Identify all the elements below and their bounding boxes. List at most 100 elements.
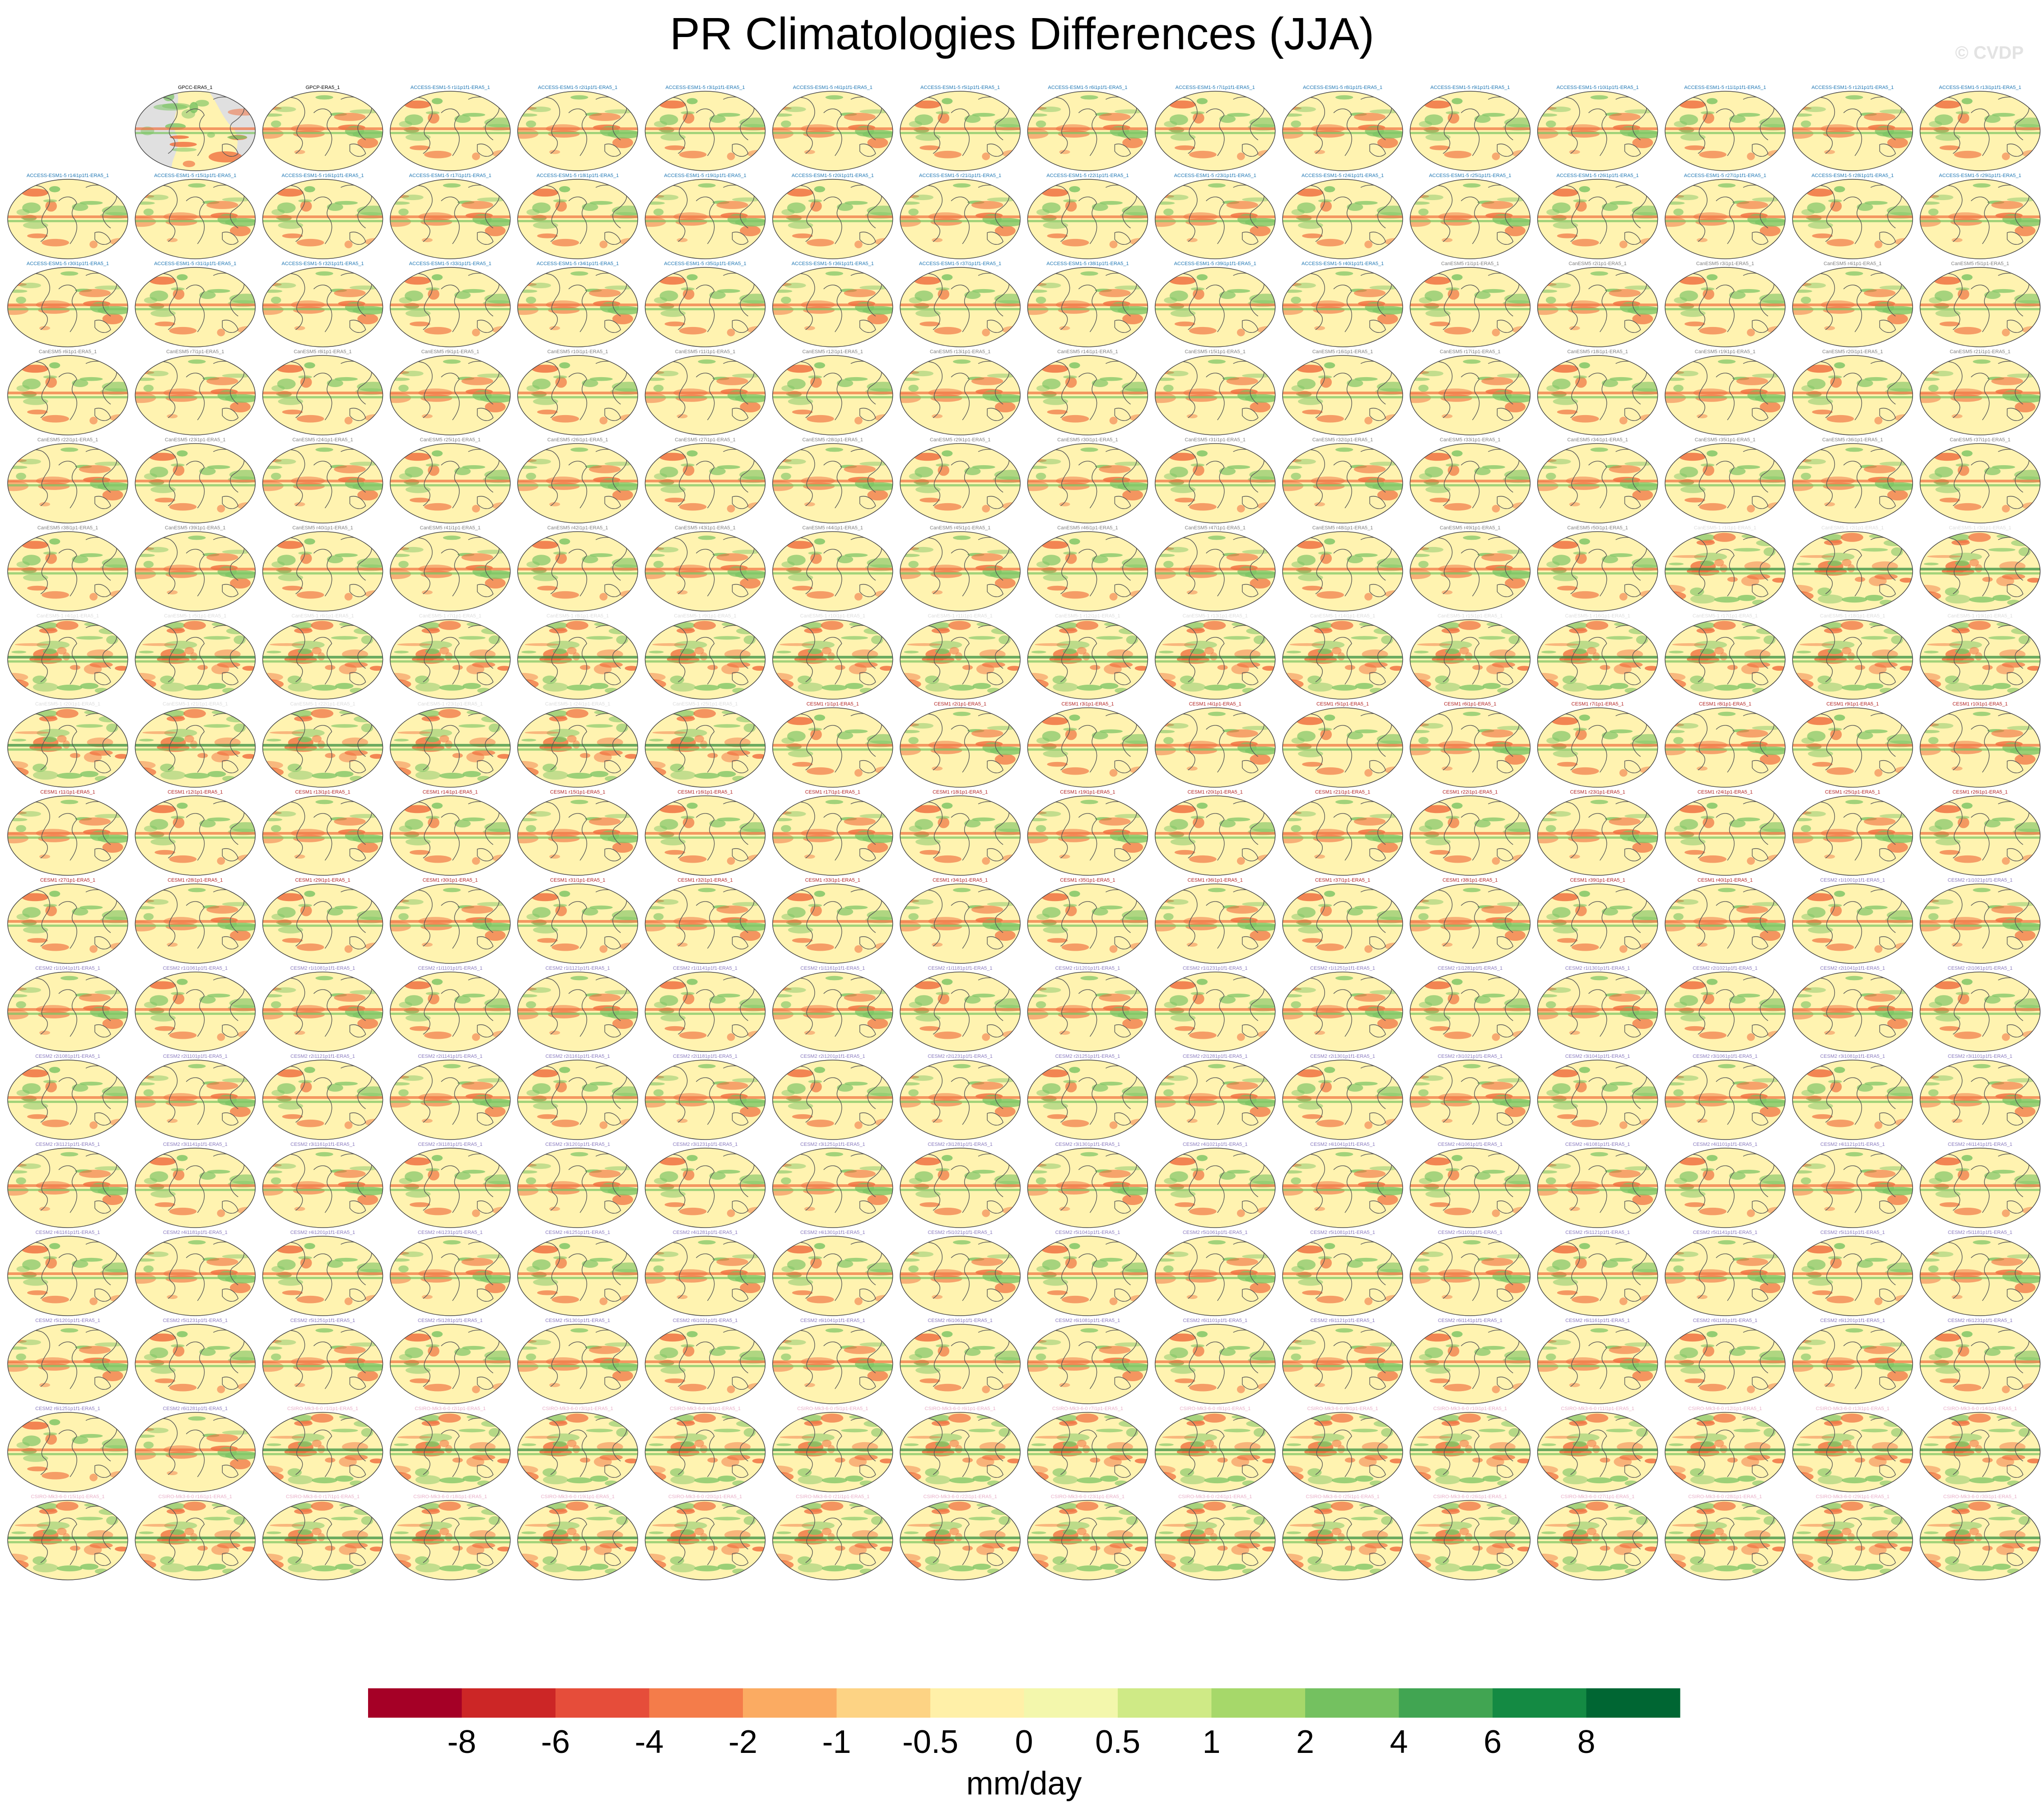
- panel-label: ACCESS-ESM1-5 r13i1p1f1-ERA5_1: [1939, 85, 2021, 90]
- colorbar-unit-label: mm/day: [966, 1766, 1082, 1802]
- map-panel: CESM2 r6i1121p1f1-ERA5_1: [1274, 1318, 1406, 1404]
- map-panel: CSIRO-Mk3-6-0 r12i1p1-ERA5_1: [1652, 1406, 1786, 1492]
- panel-label: CSIRO-Mk3-6-0 r30i1p1-ERA5_1: [1943, 1494, 2017, 1500]
- panel-label: CESM2 r6i1121p1f1-ERA5_1: [1311, 1318, 1375, 1323]
- map-panel: CanESM5 r20i1p1-ERA5_1: [1786, 349, 1920, 435]
- panel-label: CanESM5 r20i1p1-ERA5_1: [1822, 349, 1883, 355]
- panel-label: CanESM5 r40i1p1-ERA5_1: [292, 525, 353, 531]
- panel-label: CanESM5 r15i1p1-ERA5_1: [1185, 349, 1246, 355]
- panel-label: CESM1 r40i1p1-ERA5_1: [1698, 878, 1753, 883]
- map-panel: ACCESS-ESM1-5 r18i1p1f1-ERA5_1: [511, 173, 645, 259]
- panel-label: CESM2 r3i1041p1f1-ERA5_1: [1565, 1054, 1630, 1059]
- panel-label: CanESM5 r48i1p1-ERA5_1: [1312, 525, 1373, 531]
- map-panel: ACCESS-ESM1-5 r4i1p1f1-ERA5_1: [764, 85, 896, 171]
- panel-label: CESM1 r4i1p1-ERA5_1: [1189, 701, 1241, 707]
- map-panel: ACCESS-ESM1-5 r10i1p1f1-ERA5_1: [1529, 85, 1661, 171]
- map-panel: CanESM5 r36i1p1-ERA5_1: [1784, 437, 1917, 523]
- map-panel: ACCESS-ESM1-5 r9i1p1f1-ERA5_1: [1403, 85, 1537, 171]
- map-panel: CanESM5-1 r22i1p1-ERA5_1: [250, 701, 384, 787]
- map-panel: CESM2 r1i1251p1f1-ERA5_1: [1274, 966, 1406, 1051]
- map-panel: CanESM5-1 r17i1p1-ERA5_1: [1652, 613, 1786, 699]
- panel-label: CESM2 r3i1201p1f1-ERA5_1: [545, 1142, 610, 1147]
- map-panel: CESM2 r1i1181p1f1-ERA5_1: [893, 966, 1027, 1051]
- map-panel: CanESM5 r27i1p1-ERA5_1: [638, 437, 772, 523]
- panel-label: CSIRO-Mk3-6-0 r7i1p1-ERA5_1: [1052, 1406, 1123, 1411]
- map-panel: CanESM5 r46i1p1-ERA5_1: [1021, 525, 1155, 611]
- map-panel: CanESM5 r32i1p1-ERA5_1: [1274, 437, 1406, 523]
- panel-label: CESM2 r5i1161p1f1-ERA5_1: [1820, 1230, 1885, 1235]
- panel-label: CESM1 r15i1p1-ERA5_1: [550, 790, 605, 795]
- map-panel: CSIRO-Mk3-6-0 r18i1p1-ERA5_1: [377, 1494, 511, 1580]
- map-panel: CESM1 r10i1p1-ERA5_1: [1911, 701, 2044, 787]
- panel-label: CESM2 r5i1021p1f1-ERA5_1: [928, 1230, 993, 1235]
- panel-label: CanESM5 r33i1p1-ERA5_1: [1440, 437, 1501, 443]
- map-panel: CESM2 r4i1061p1f1-ERA5_1: [1403, 1142, 1537, 1228]
- map-panel: CanESM5-1 r2i1p1-ERA5_1: [1779, 525, 1913, 611]
- map-panel: CESM2 r1i1001p1f1-ERA5_1: [1786, 878, 1920, 963]
- map-panel: CESM2 r4i1161p1f1-ERA5_1: [1, 1230, 135, 1316]
- map-panel: CanESM5 r44i1p1-ERA5_1: [766, 525, 900, 611]
- panel-label: CESM2 r5i1101p1f1-ERA5_1: [1438, 1230, 1503, 1235]
- map-panel: CESM2 r2i1231p1f1-ERA5_1: [891, 1054, 1024, 1140]
- map-panel: CESM2 r6i1181p1f1-ERA5_1: [1658, 1318, 1792, 1404]
- panel-label: CSIRO-Mk3-6-0 r27i1p1-ERA5_1: [1561, 1494, 1634, 1500]
- map-panel: CSIRO-Mk3-6-0 r29i1p1-ERA5_1: [1779, 1494, 1913, 1580]
- map-panel: CESM2 r2i1181p1f1-ERA5_1: [636, 1054, 769, 1140]
- map-panel: CESM2 r1i1041p1f1-ERA5_1: [0, 966, 131, 1051]
- map-panel: CESM1 r11i1p1-ERA5_1: [0, 790, 131, 875]
- map-panel: CESM1 r16i1p1-ERA5_1: [638, 790, 772, 875]
- map-panel: CESM2 r6i1281p1f1-ERA5_1: [126, 1406, 259, 1492]
- map-panel: CanESM5 r43i1p1-ERA5_1: [636, 525, 769, 611]
- map-panel: ACCESS-ESM1-5 r23i1p1f1-ERA5_1: [1146, 173, 1279, 259]
- map-panel: CSIRO-Mk3-6-0 r15i1p1-ERA5_1: [0, 1494, 129, 1580]
- map-panel: CESM2 r4i1301p1f1-ERA5_1: [766, 1230, 900, 1316]
- panel-label: CSIRO-Mk3-6-0 r3i1p1-ERA5_1: [542, 1406, 613, 1411]
- map-panel: CESM1 r29i1p1-ERA5_1: [256, 878, 390, 963]
- map-panel: GPCP-ERA5_1: [254, 85, 387, 171]
- panel-label: ACCESS-ESM1-5 r27i1p1f1-ERA5_1: [1684, 173, 1766, 178]
- panel-label: ACCESS-ESM1-5 r22i1p1f1-ERA5_1: [1046, 173, 1129, 178]
- panel-label: CESM2 r1i1101p1f1-ERA5_1: [418, 966, 482, 971]
- map-panel: CSIRO-Mk3-6-0 r28i1p1-ERA5_1: [1652, 1494, 1786, 1580]
- map-panel: ACCESS-ESM1-5 r33i1p1f1-ERA5_1: [383, 261, 518, 347]
- panel-label: CanESM5 r32i1p1-ERA5_1: [1312, 437, 1373, 443]
- map-panel: CESM2 r4i1121p1f1-ERA5_1: [1784, 1142, 1917, 1228]
- colorbar-tick-label: -2: [728, 1724, 757, 1760]
- map-panel: CESM2 r4i1231p1f1-ERA5_1: [381, 1230, 514, 1316]
- panel-label: CESM2 r3i1101p1f1-ERA5_1: [1948, 1054, 2012, 1059]
- panel-label: CSIRO-Mk3-6-0 r2i1p1-ERA5_1: [415, 1406, 485, 1411]
- map-panel: CESM2 r5i1161p1f1-ERA5_1: [1786, 1230, 1920, 1316]
- map-panel: CESM2 r5i1101p1f1-ERA5_1: [1401, 1230, 1534, 1316]
- panel-label: CESM1 r12i1p1-ERA5_1: [168, 790, 223, 795]
- panel-label: CESM2 r3i1081p1f1-ERA5_1: [1820, 1054, 1885, 1059]
- map-panel: ACCESS-ESM1-5 r36i1p1f1-ERA5_1: [764, 261, 896, 347]
- map-panel: CanESM5-1 r13i1p1-ERA5_1: [1142, 613, 1276, 699]
- map-panel: CSIRO-Mk3-6-0 r17i1p1-ERA5_1: [250, 1494, 384, 1580]
- panel-label: ACCESS-ESM1-5 r3i1p1f1-ERA5_1: [665, 85, 745, 90]
- map-panel: CESM2 r1i1231p1f1-ERA5_1: [1148, 966, 1282, 1051]
- map-panel: ACCESS-ESM1-5 r19i1p1f1-ERA5_1: [636, 173, 769, 259]
- map-panel: CESM2 r2i1041p1f1-ERA5_1: [1784, 966, 1917, 1051]
- map-panel: CESM2 r5i1041p1f1-ERA5_1: [1021, 1230, 1155, 1316]
- panel-label: CanESM5 r10i1p1-ERA5_1: [547, 349, 608, 355]
- panel-label: CESM2 r2i1251p1f1-ERA5_1: [1055, 1054, 1120, 1059]
- panel-label: CESM2 r3i1061p1f1-ERA5_1: [1693, 1054, 1758, 1059]
- map-panel: GPCC-ERA5_1: [135, 85, 259, 171]
- panel-label: CESM2 r6i1081p1f1-ERA5_1: [1055, 1318, 1120, 1323]
- panel-label: CESM2 r4i1181p1f1-ERA5_1: [163, 1230, 228, 1235]
- map-panel: CSIRO-Mk3-6-0 r19i1p1-ERA5_1: [504, 1494, 639, 1580]
- map-panel: ACCESS-ESM1-5 r17i1p1f1-ERA5_1: [381, 173, 514, 259]
- panel-label: CESM1 r18i1p1-ERA5_1: [933, 790, 988, 795]
- map-panel: CESM1 r14i1p1-ERA5_1: [383, 790, 518, 875]
- panel-label: CanESM5 r24i1p1-ERA5_1: [292, 437, 353, 443]
- map-panel: CESM1 r39i1p1-ERA5_1: [1531, 878, 1665, 963]
- map-panel: CSIRO-Mk3-6-0 r6i1p1-ERA5_1: [887, 1406, 1021, 1492]
- panel-label: CanESM5-1 r17i1p1-ERA5_1: [1693, 613, 1758, 619]
- panel-label: CanESM5 r16i1p1-ERA5_1: [1312, 349, 1373, 355]
- map-panel: CanESM5 r21i1p1-ERA5_1: [1911, 349, 2044, 435]
- panel-label: CanESM5 r18i1p1-ERA5_1: [1567, 349, 1628, 355]
- panel-label: ACCESS-ESM1-5 r4i1p1f1-ERA5_1: [793, 85, 873, 90]
- panel-label: CESM2 r5i1301p1f1-ERA5_1: [545, 1318, 610, 1323]
- panel-label: CESM2 r4i1101p1f1-ERA5_1: [1693, 1142, 1757, 1147]
- map-panel: CanESM5-1 r6i1p1-ERA5_1: [250, 613, 384, 699]
